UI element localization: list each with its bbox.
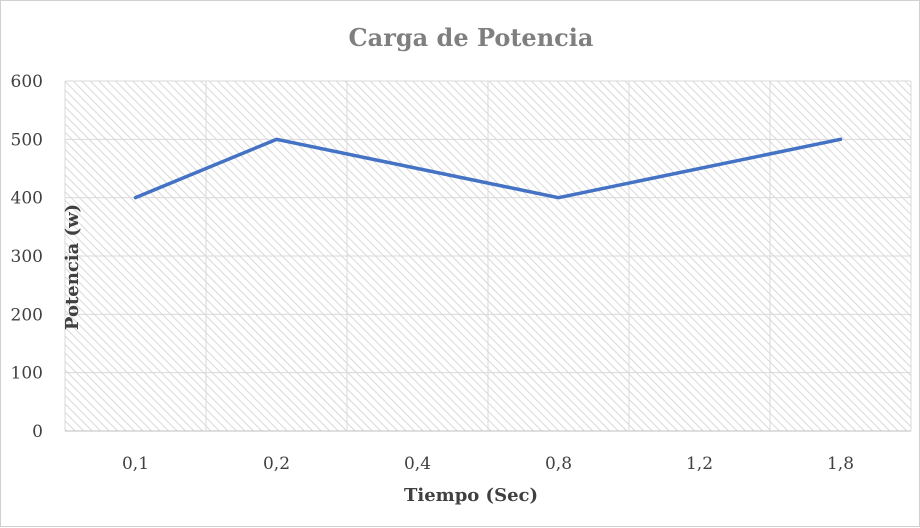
x-tick-label: 1,2 xyxy=(686,454,713,474)
x-tick-label: 0,4 xyxy=(404,454,431,474)
y-tick-label: 200 xyxy=(11,305,43,325)
grid-lines xyxy=(64,80,912,432)
y-tick-label: 400 xyxy=(11,189,43,209)
y-tick-label: 300 xyxy=(11,247,43,267)
x-axis-title: Tiempo (Sec) xyxy=(404,485,538,506)
y-axis-ticks: 0 100 200 300 400 500 600 xyxy=(11,72,43,442)
y-axis-title: Potencia (w) xyxy=(62,204,83,330)
y-tick-label: 100 xyxy=(11,364,43,384)
x-axis-ticks: 0,1 0,2 0,4 0,8 1,2 1,8 xyxy=(122,454,854,474)
chart-title: Carga de Potencia xyxy=(349,23,594,52)
y-tick-label: 600 xyxy=(11,72,43,92)
x-tick-label: 0,8 xyxy=(545,454,572,474)
x-tick-label: 1,8 xyxy=(827,454,854,474)
series-line xyxy=(133,137,843,200)
x-tick-label: 0,2 xyxy=(263,454,290,474)
y-tick-label: 0 xyxy=(32,422,43,442)
series-group xyxy=(133,137,843,200)
y-tick-label: 500 xyxy=(11,130,43,150)
x-tick-label: 0,1 xyxy=(122,454,149,474)
